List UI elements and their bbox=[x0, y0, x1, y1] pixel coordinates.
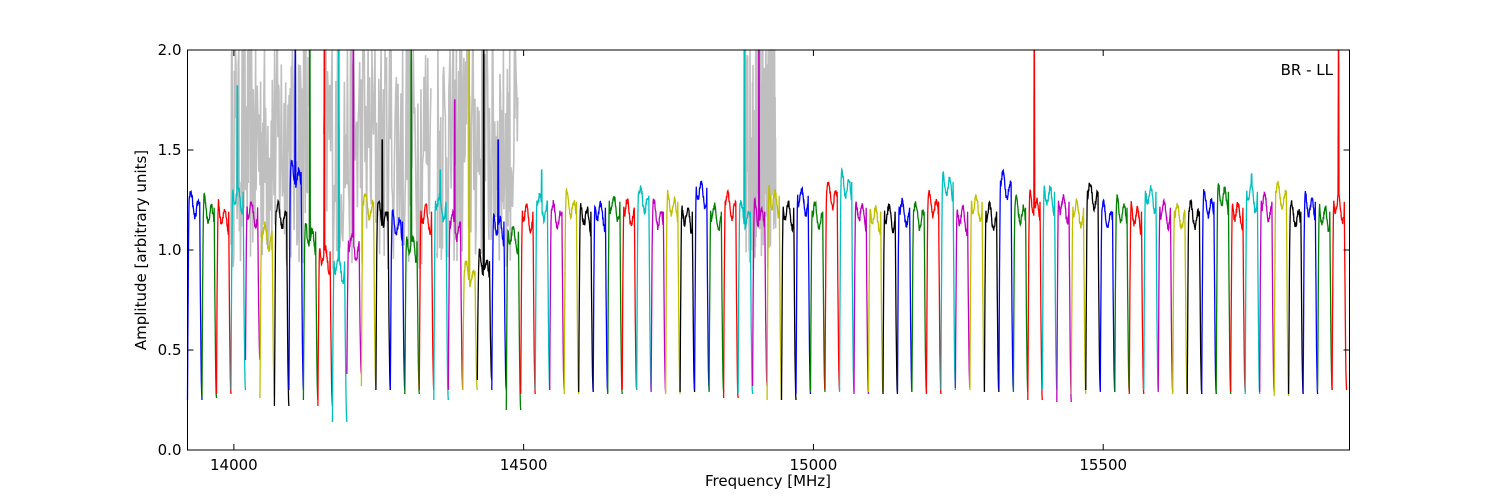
y-tick-label-1: 0.5 bbox=[158, 341, 182, 359]
channel-series-4 bbox=[244, 201, 261, 361]
channel-series-77 bbox=[1302, 190, 1319, 395]
channel-series-55 bbox=[983, 199, 1000, 393]
channel-series-75 bbox=[1273, 180, 1290, 397]
channel-series-60 bbox=[1056, 194, 1072, 403]
channel-series-59 bbox=[1041, 185, 1058, 391]
channel-series-50 bbox=[911, 201, 928, 393]
channel-series-39 bbox=[751, 49, 768, 387]
channel-series-17 bbox=[433, 169, 449, 401]
channel-series-74 bbox=[1259, 191, 1275, 393]
baseline-annotation: BR - LL bbox=[1281, 61, 1334, 79]
channel-series-36 bbox=[708, 202, 725, 393]
channel-series-layer bbox=[186, 49, 1348, 423]
channel-series-61 bbox=[1070, 197, 1087, 395]
channel-series-12 bbox=[360, 193, 377, 387]
channel-series-51 bbox=[925, 190, 942, 395]
channel-series-38 bbox=[737, 49, 754, 395]
channel-series-69 bbox=[1186, 198, 1203, 395]
channel-series-16 bbox=[418, 202, 435, 391]
channel-series-73 bbox=[1244, 173, 1261, 395]
channel-series-20 bbox=[476, 49, 493, 381]
channel-series-78 bbox=[1316, 203, 1333, 391]
channel-series-63 bbox=[1099, 198, 1116, 393]
channel-series-25 bbox=[549, 199, 565, 391]
channel-series-1 bbox=[201, 192, 218, 399]
channel-series-3 bbox=[230, 85, 247, 391]
channel-series-32 bbox=[650, 198, 667, 393]
channel-series-15 bbox=[404, 49, 420, 395]
channel-series-49 bbox=[896, 197, 913, 393]
x-axis-label: Frequency [MHz] bbox=[705, 472, 831, 490]
channel-series-0 bbox=[186, 189, 203, 401]
channel-series-57 bbox=[1012, 194, 1029, 393]
channel-series-52 bbox=[940, 170, 957, 391]
channel-series-79 bbox=[1331, 49, 1348, 391]
x-tick-label-3: 15500 bbox=[1079, 456, 1127, 474]
channel-series-65 bbox=[1128, 201, 1145, 395]
channel-series-76 bbox=[1287, 200, 1304, 395]
channel-series-33 bbox=[664, 189, 681, 395]
channel-series-21 bbox=[491, 139, 507, 391]
channel-series-14 bbox=[389, 209, 406, 391]
channel-series-34 bbox=[679, 205, 696, 393]
channel-series-28 bbox=[592, 200, 609, 393]
channel-series-46 bbox=[853, 201, 870, 395]
channel-series-10 bbox=[331, 49, 348, 423]
axis-ticks: 14000 14500 15000 15500 0.0 0.5 1.0 1.5 2.0 bbox=[158, 41, 1350, 474]
channel-series-64 bbox=[1114, 194, 1130, 393]
y-tick-label-2: 1.0 bbox=[158, 241, 182, 259]
channel-series-13 bbox=[375, 139, 391, 391]
channel-series-58 bbox=[1027, 49, 1043, 401]
channel-series-7 bbox=[288, 49, 305, 391]
channel-series-66 bbox=[1143, 185, 1159, 391]
channel-series-40 bbox=[766, 185, 783, 401]
channel-series-44 bbox=[824, 181, 841, 391]
channel-series-27 bbox=[578, 203, 594, 393]
channel-series-41 bbox=[780, 200, 797, 401]
channel-series-45 bbox=[838, 167, 855, 393]
x-tick-label-0: 14000 bbox=[210, 456, 258, 474]
channel-series-70 bbox=[1201, 189, 1217, 395]
channel-series-35 bbox=[693, 180, 710, 391]
channel-series-48 bbox=[882, 203, 899, 395]
channel-series-72 bbox=[1230, 201, 1246, 393]
x-tick-label-1: 14500 bbox=[500, 456, 548, 474]
channel-series-54 bbox=[969, 194, 986, 391]
channel-series-23 bbox=[520, 203, 536, 395]
channel-series-47 bbox=[867, 205, 884, 393]
y-tick-label-0: 0.0 bbox=[158, 441, 182, 459]
channel-series-56 bbox=[998, 168, 1015, 391]
channel-series-8 bbox=[302, 49, 319, 401]
channel-series-18 bbox=[447, 99, 464, 391]
channel-series-68 bbox=[1172, 202, 1188, 395]
channel-series-53 bbox=[954, 203, 971, 389]
channel-series-37 bbox=[722, 188, 739, 399]
channel-series-5 bbox=[259, 221, 276, 399]
flagged-region-3 bbox=[743, 49, 777, 270]
x-tick-label-2: 15000 bbox=[790, 456, 838, 474]
channel-series-30 bbox=[621, 198, 638, 391]
channel-series-19 bbox=[462, 49, 478, 391]
channel-series-9 bbox=[317, 49, 334, 407]
channel-series-26 bbox=[563, 187, 580, 395]
flagged-region-2 bbox=[435, 49, 519, 267]
channel-series-42 bbox=[795, 186, 812, 395]
channel-series-22 bbox=[505, 225, 522, 411]
channel-series-71 bbox=[1215, 183, 1232, 395]
y-tick-label-3: 1.5 bbox=[158, 141, 182, 159]
channel-series-43 bbox=[809, 200, 826, 393]
channel-series-31 bbox=[636, 185, 652, 391]
channel-series-2 bbox=[215, 199, 232, 395]
y-axis-label: Amplitude [arbitrary units] bbox=[132, 150, 150, 350]
channel-series-24 bbox=[534, 169, 551, 391]
y-tick-label-4: 2.0 bbox=[158, 41, 182, 59]
channel-series-67 bbox=[1157, 197, 1174, 393]
channel-series-29 bbox=[607, 195, 623, 395]
channel-series-11 bbox=[346, 49, 363, 375]
channel-series-62 bbox=[1085, 182, 1101, 391]
channel-series-6 bbox=[273, 198, 290, 407]
